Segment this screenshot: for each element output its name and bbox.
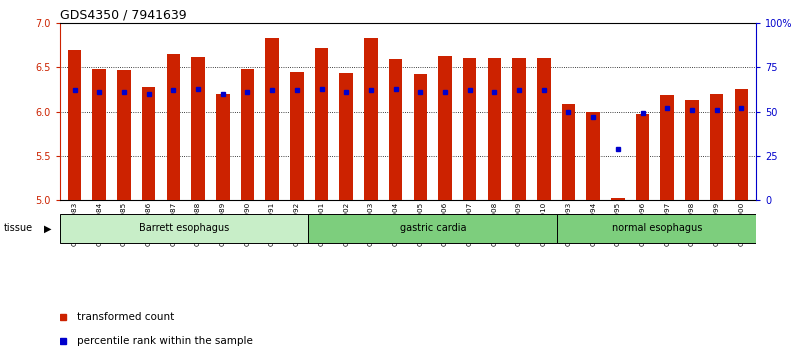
Text: gastric cardia: gastric cardia xyxy=(400,223,466,233)
Bar xyxy=(636,114,650,200)
Bar xyxy=(364,38,377,200)
Bar xyxy=(513,58,526,200)
Bar xyxy=(60,214,308,243)
Bar xyxy=(685,100,699,200)
Text: percentile rank within the sample: percentile rank within the sample xyxy=(77,336,253,346)
Bar xyxy=(216,94,229,200)
Bar xyxy=(142,87,155,200)
Bar xyxy=(314,48,328,200)
Bar xyxy=(661,95,674,200)
Bar xyxy=(557,214,756,243)
Bar xyxy=(68,50,81,200)
Text: GDS4350 / 7941639: GDS4350 / 7941639 xyxy=(60,9,186,22)
Bar xyxy=(388,59,403,200)
Bar xyxy=(562,104,576,200)
Bar xyxy=(339,73,353,200)
Bar xyxy=(537,58,551,200)
Bar xyxy=(611,198,625,200)
Text: transformed count: transformed count xyxy=(77,312,174,322)
Bar xyxy=(439,56,452,200)
Bar xyxy=(240,69,254,200)
Bar xyxy=(290,72,303,200)
Text: normal esophagus: normal esophagus xyxy=(611,223,702,233)
Bar xyxy=(308,214,557,243)
Bar xyxy=(117,70,131,200)
Bar xyxy=(710,94,724,200)
Bar xyxy=(587,112,600,200)
Text: ▶: ▶ xyxy=(44,223,51,233)
Text: Barrett esophagus: Barrett esophagus xyxy=(139,223,229,233)
Bar xyxy=(413,74,427,200)
Bar xyxy=(265,38,279,200)
Bar xyxy=(92,69,106,200)
Bar xyxy=(166,54,180,200)
Bar xyxy=(735,89,748,200)
Bar xyxy=(488,58,501,200)
Bar xyxy=(463,58,477,200)
Bar xyxy=(191,57,205,200)
Text: tissue: tissue xyxy=(4,223,33,233)
